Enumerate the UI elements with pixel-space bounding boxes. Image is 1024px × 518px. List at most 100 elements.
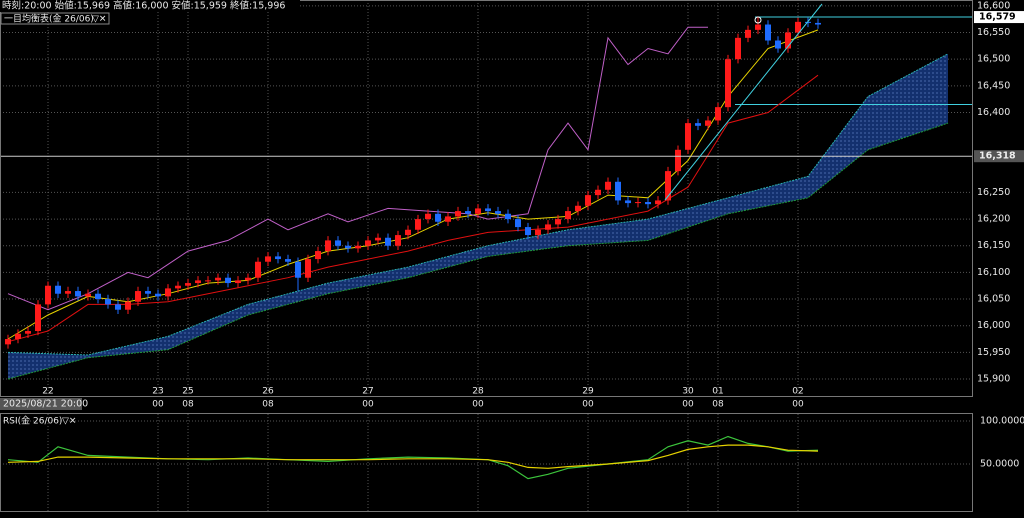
y-tick-label: 16,400 [977, 107, 1010, 118]
candle-body [565, 211, 571, 220]
y-tick-label: 16,200 [977, 214, 1010, 225]
y-tick-label: 16,250 [977, 187, 1010, 198]
candle-body [485, 208, 491, 212]
candle-body [495, 211, 501, 214]
indicator-line [7, 29, 819, 340]
candle-body [475, 208, 481, 214]
candle-body [715, 107, 721, 121]
rsi-frame [0, 413, 973, 512]
senkou-span-a [7, 53, 949, 356]
rsi-panel [0, 420, 972, 480]
candle-body [765, 24, 771, 41]
indicator-title: 一目均衡表(金 26/06) [4, 13, 94, 25]
price-label-bg [974, 150, 1024, 163]
y-tick-label: 16,150 [977, 240, 1010, 251]
candle-body [385, 237, 391, 246]
x-tick-sublabel: 00 [792, 400, 804, 410]
candle-body [545, 224, 551, 230]
ohlc-header: 時刻:20:00 始値:15,969 高値:16,000 安値:15,959 終… [2, 0, 285, 12]
x-tick-sublabel: 08 [262, 400, 274, 410]
x-tick-label: 28 [472, 387, 484, 397]
candle-body [85, 293, 91, 297]
price-label-bg [974, 11, 1024, 24]
x-tick-label: 01 [712, 387, 723, 397]
x-tick-sublabel: 00 [362, 400, 374, 410]
candle-body [345, 245, 351, 249]
y-tick-label: 16,450 [977, 80, 1010, 91]
x-tick-label: 29 [582, 387, 594, 397]
candle-body [5, 339, 11, 345]
candle-body [325, 240, 331, 252]
candle-body [375, 237, 381, 241]
candle-body [305, 259, 311, 278]
candle-body [395, 235, 401, 246]
senkou-span-b [7, 122, 949, 380]
candle-body [695, 123, 701, 126]
main-frame [0, 0, 973, 397]
candle-body [655, 200, 661, 205]
candle-body [735, 37, 741, 60]
candle-body [275, 256, 281, 260]
candle-body [35, 304, 41, 332]
x-tick-sublabel: 00 [152, 400, 164, 410]
indicator-line [7, 26, 708, 311]
x-tick-label: 30 [682, 387, 694, 397]
candle-body [55, 285, 61, 294]
candle-body [285, 259, 291, 262]
y-tick-label: 15,900 [977, 374, 1010, 385]
y-tick-label: 16,500 [977, 54, 1010, 65]
x-tick-label: 26 [262, 387, 274, 397]
y-tick-label: 16,000 [977, 320, 1010, 331]
candle-body [675, 149, 681, 172]
y-tick-label: 100.0000 [980, 416, 1024, 427]
candle-body [685, 123, 691, 150]
candle-body [635, 202, 641, 204]
candle-body [175, 285, 181, 289]
trend-line [664, 3, 823, 201]
candle-body [625, 200, 631, 204]
candle-body [135, 291, 141, 302]
candle-body [575, 205, 581, 212]
high-marker [754, 16, 762, 24]
candle-body [105, 299, 111, 305]
candle-body [95, 293, 101, 300]
rsi-line [7, 444, 819, 469]
candle-body [415, 219, 421, 230]
candle-body [355, 245, 361, 249]
candle-body [75, 291, 81, 297]
candle-body [25, 331, 31, 334]
candle-body [555, 219, 561, 225]
candle-body [115, 304, 121, 310]
indicator-icons[interactable]: ▽✕ [92, 15, 106, 25]
x-tick-sublabel: 00 [682, 400, 694, 410]
legend-box [0, 12, 110, 25]
candle-body [435, 213, 441, 222]
candle-body [295, 261, 301, 278]
x-tick-sublabel: 00 [472, 400, 484, 410]
candle-body [365, 240, 371, 246]
candle-body [465, 211, 471, 214]
candle-body [165, 288, 171, 297]
candle-body [335, 240, 341, 246]
candle-body [785, 32, 791, 49]
y-tick-label: 16,100 [977, 267, 1010, 278]
candle-body [455, 211, 461, 217]
x-tick-label: 23 [152, 387, 163, 397]
candle-body [445, 216, 451, 222]
price-label: 16,579 [979, 12, 1016, 23]
x-tick-sublabel: 00 [582, 400, 594, 410]
y-tick-label: 15,950 [977, 347, 1010, 358]
candle-body [245, 277, 251, 281]
candle-body [425, 213, 431, 220]
candle-body [595, 189, 601, 196]
rsi-icons[interactable]: ▽✕ [62, 417, 76, 427]
candle-body [615, 181, 621, 201]
x-tick-sublabel: 08 [182, 400, 194, 410]
y-tick-label: 16,600 [977, 0, 1010, 11]
candle-body [505, 213, 511, 220]
candle-body [795, 21, 801, 33]
candle-body [235, 280, 241, 284]
candle-body [145, 291, 151, 294]
